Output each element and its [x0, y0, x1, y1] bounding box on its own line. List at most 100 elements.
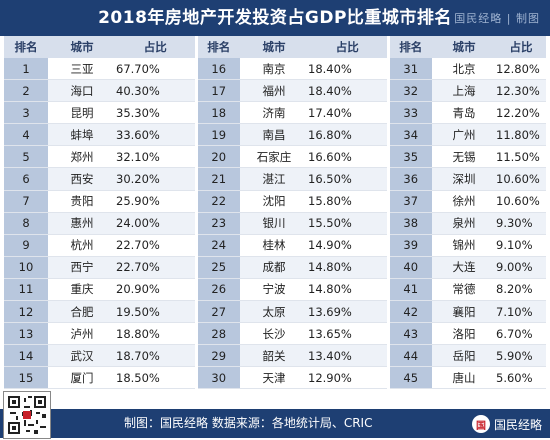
share-cell: 18.50%: [116, 366, 196, 390]
rank-cell: 21: [194, 167, 240, 191]
city-cell: 济南: [240, 101, 308, 125]
share-cell: 5.60%: [496, 366, 546, 390]
rank-cell: 24: [194, 234, 240, 257]
rank-cell: 2: [4, 79, 48, 103]
city-cell: 泉州: [432, 212, 496, 235]
share-cell: 33.60%: [116, 123, 196, 147]
city-cell: 杭州: [48, 234, 116, 257]
share-cell: 11.50%: [496, 145, 546, 169]
header-share: 占比: [308, 36, 388, 58]
brand-logo: 国 国民经略: [471, 412, 542, 436]
table-row: 15 厦门 18.50% 30 天津 12.90% 45 唐山 5.60%: [4, 366, 546, 390]
rank-cell: 18: [194, 101, 240, 125]
table-header-row: 排名 城市 占比 排名 城市 占比 排名 城市 占比: [4, 36, 546, 58]
share-cell: 9.30%: [496, 212, 546, 235]
table-row: 7 贵阳 25.90% 22 沈阳 15.80% 37 徐州 10.60%: [4, 190, 546, 213]
rank-cell: 26: [194, 278, 240, 302]
rank-cell: 20: [194, 145, 240, 169]
city-cell: 惠州: [48, 212, 116, 235]
rank-cell: 36: [386, 167, 432, 191]
share-cell: 16.80%: [308, 123, 388, 147]
share-cell: 40.30%: [116, 79, 196, 103]
city-cell: 西安: [48, 167, 116, 191]
city-cell: 太原: [240, 300, 308, 324]
logo-mark-icon: 国: [471, 415, 490, 433]
rank-cell: 31: [386, 58, 432, 81]
rank-cell: 45: [386, 366, 432, 390]
header-rank: 排名: [4, 36, 48, 58]
share-cell: 18.80%: [116, 322, 196, 346]
table-row: 12 合肥 19.50% 27 太原 13.69% 42 襄阳 7.10%: [4, 300, 546, 324]
share-cell: 7.10%: [496, 300, 546, 324]
source-note: 制图：国民经略 数据来源：各地统计局、CRIC: [124, 416, 373, 430]
header-rank: 排名: [194, 36, 240, 58]
share-cell: 67.70%: [116, 58, 196, 81]
rank-cell: 4: [4, 123, 48, 147]
footer-bar: 制图：国民经略 数据来源：各地统计局、CRIC: [0, 409, 550, 438]
share-cell: 15.50%: [308, 212, 388, 235]
rank-cell: 40: [386, 256, 432, 279]
city-cell: 天津: [240, 366, 308, 390]
city-cell: 锦州: [432, 234, 496, 257]
share-cell: 24.00%: [116, 212, 196, 235]
rank-cell: 10: [4, 256, 48, 279]
table-row: 8 惠州 24.00% 23 银川 15.50% 38 泉州 9.30%: [4, 212, 546, 235]
rank-cell: 23: [194, 212, 240, 235]
table-row: 3 昆明 35.30% 18 济南 17.40% 33 青岛 12.20%: [4, 101, 546, 125]
city-cell: 石家庄: [240, 145, 308, 169]
share-cell: 22.70%: [116, 234, 196, 257]
logo-text: 国民经略: [493, 417, 542, 432]
rank-cell: 12: [4, 300, 48, 324]
brand-label: 国民经略 | 制图: [454, 12, 540, 25]
rank-cell: 33: [386, 101, 432, 125]
share-cell: 32.10%: [116, 145, 196, 169]
city-cell: 岳阳: [432, 344, 496, 368]
city-cell: 大连: [432, 256, 496, 279]
header-city: 城市: [48, 36, 116, 58]
city-cell: 湛江: [240, 167, 308, 191]
share-cell: 20.90%: [116, 278, 196, 302]
share-cell: 9.00%: [496, 256, 546, 279]
city-cell: 南昌: [240, 123, 308, 147]
rank-cell: 27: [194, 300, 240, 324]
header-share: 占比: [496, 36, 546, 58]
rank-cell: 29: [194, 344, 240, 368]
rank-cell: 44: [386, 344, 432, 368]
rank-cell: 5: [4, 145, 48, 169]
share-cell: 12.90%: [308, 366, 388, 390]
rank-cell: 22: [194, 190, 240, 213]
rank-cell: 1: [4, 58, 48, 81]
city-cell: 宁波: [240, 278, 308, 302]
city-cell: 泸州: [48, 322, 116, 346]
city-cell: 韶关: [240, 344, 308, 368]
city-cell: 南京: [240, 58, 308, 81]
share-cell: 6.70%: [496, 322, 546, 346]
share-cell: 12.80%: [496, 58, 546, 81]
city-cell: 西宁: [48, 256, 116, 279]
share-cell: 10.60%: [496, 167, 546, 191]
table-row: 10 西宁 22.70% 25 成都 14.80% 40 大连 9.00%: [4, 256, 546, 279]
share-cell: 22.70%: [116, 256, 196, 279]
rank-cell: 37: [386, 190, 432, 213]
city-cell: 海口: [48, 79, 116, 103]
rank-cell: 8: [4, 212, 48, 235]
city-cell: 合肥: [48, 300, 116, 324]
city-cell: 郑州: [48, 145, 116, 169]
share-cell: 18.40%: [308, 58, 388, 81]
rank-cell: 28: [194, 322, 240, 346]
city-cell: 厦门: [48, 366, 116, 390]
qr-code-icon: [4, 392, 50, 438]
city-cell: 成都: [240, 256, 308, 279]
page-title: 2018年房地产开发投资占GDP比重城市排名: [98, 8, 452, 28]
rank-cell: 11: [4, 278, 48, 302]
share-cell: 25.90%: [116, 190, 196, 213]
rank-cell: 38: [386, 212, 432, 235]
rank-cell: 34: [386, 123, 432, 147]
share-cell: 17.40%: [308, 101, 388, 125]
share-cell: 8.20%: [496, 278, 546, 302]
table-row: 2 海口 40.30% 17 福州 18.40% 32 上海 12.30%: [4, 79, 546, 103]
share-cell: 12.30%: [496, 79, 546, 103]
header-share: 占比: [116, 36, 196, 58]
share-cell: 14.80%: [308, 278, 388, 302]
city-cell: 三亚: [48, 58, 116, 81]
